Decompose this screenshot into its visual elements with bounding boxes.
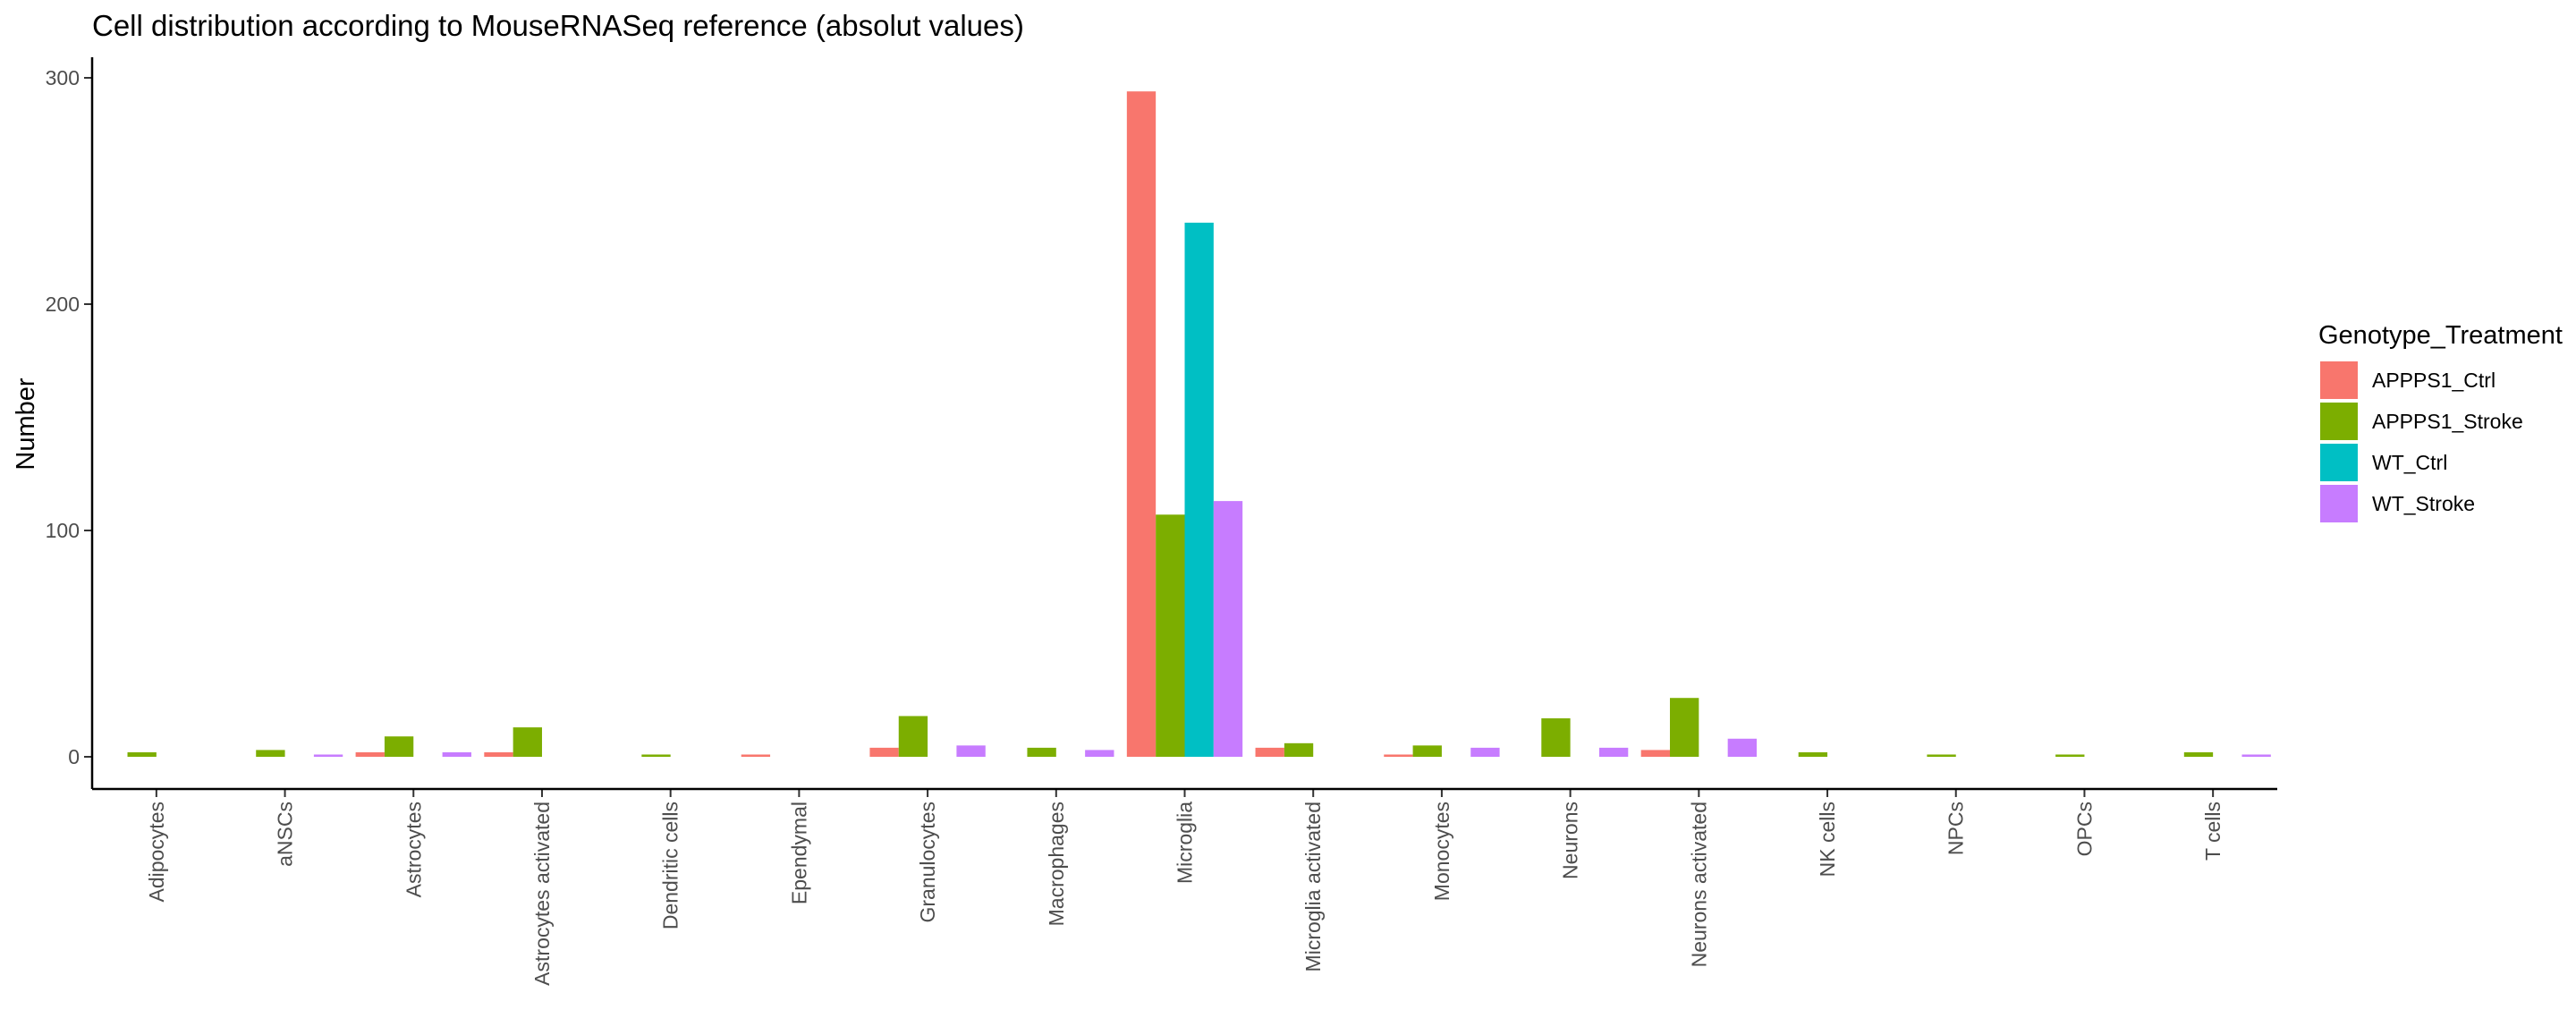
x-tick-label: Microglia xyxy=(1174,802,1197,884)
bar-appps1-stroke-neurons xyxy=(1541,717,1571,757)
bars-layer xyxy=(127,91,2271,758)
y-tick-label: 300 xyxy=(46,66,80,89)
bar-wt-stroke-neurons xyxy=(1598,747,1629,757)
x-tick-label: Dendritic cells xyxy=(659,802,682,929)
legend-label: WT_Ctrl xyxy=(2372,451,2447,474)
x-tick-label: Granulocytes xyxy=(916,802,939,923)
y-tick-label: 0 xyxy=(68,745,80,768)
legend: Genotype_Treatment APPPS1_Ctrl APPPS1_Str… xyxy=(2318,321,2563,522)
bar-appps1-stroke-granulocytes xyxy=(898,716,928,757)
y-axis: 0 100 200 300 xyxy=(46,66,92,768)
bar-appps1-stroke-dendritic-cells xyxy=(641,754,671,757)
bar-appps1-stroke-npcs xyxy=(1927,754,1956,757)
bar-wt-stroke-anscs xyxy=(313,754,343,757)
bar-appps1-stroke-macrophages xyxy=(1027,747,1056,757)
x-tick-label: OPCs xyxy=(2072,802,2096,856)
bar-appps1-stroke-astrocytes-activated xyxy=(513,727,542,757)
bar-appps1-ctrl-microglia xyxy=(1126,91,1157,758)
legend-key-appps1-ctrl xyxy=(2320,361,2358,399)
legend-label: APPPS1_Ctrl xyxy=(2372,369,2496,392)
bar-appps1-stroke-anscs xyxy=(256,750,285,757)
bar-wt-stroke-t-cells xyxy=(2241,754,2271,757)
bar-appps1-ctrl-microglia-activated xyxy=(1255,747,1284,757)
bar-appps1-stroke-astrocytes xyxy=(384,736,414,757)
x-tick-label: T cells xyxy=(2201,802,2224,861)
bar-wt-stroke-monocytes xyxy=(1470,747,1500,757)
legend-key-wt-stroke xyxy=(2320,485,2358,522)
bar-wt-stroke-astrocytes xyxy=(442,751,471,757)
bar-appps1-ctrl-astrocytes xyxy=(355,751,385,757)
legend-label: APPPS1_Stroke xyxy=(2372,410,2523,433)
legend-key-appps1-stroke xyxy=(2320,403,2358,440)
x-tick-label: Astrocytes activated xyxy=(530,802,554,986)
bar-appps1-ctrl-granulocytes xyxy=(869,747,899,757)
x-axis: Adipocytes aNSCs Astrocytes Astrocytes acti… xyxy=(145,789,2224,986)
bar-appps1-ctrl-neurons-activated xyxy=(1640,750,1670,757)
bar-appps1-stroke-microglia xyxy=(1156,514,1185,757)
bar-appps1-stroke-adipocytes xyxy=(127,751,157,757)
bar-appps1-stroke-microglia-activated xyxy=(1284,742,1314,757)
bar-appps1-stroke-neurons-activated xyxy=(1669,698,1699,757)
chart-title: Cell distribution according to MouseRNAS… xyxy=(92,9,1024,42)
bar-appps1-stroke-monocytes xyxy=(1412,745,1442,757)
bar-wt-stroke-neurons-activated xyxy=(1727,738,1757,757)
bar-appps1-ctrl-astrocytes-activated xyxy=(484,751,513,757)
x-tick-label: Adipocytes xyxy=(145,802,168,903)
bar-appps1-stroke-opcs xyxy=(2055,754,2085,757)
y-tick-label: 100 xyxy=(46,519,80,542)
bar-appps1-stroke-nk-cells xyxy=(1798,751,1828,757)
x-tick-label: Monocytes xyxy=(1430,802,1453,901)
x-tick-label: Astrocytes xyxy=(402,802,425,897)
bar-appps1-stroke-t-cells xyxy=(2183,751,2214,757)
bar-wt-stroke-granulocytes xyxy=(956,745,986,757)
bar-appps1-ctrl-ependymal xyxy=(741,754,771,757)
x-tick-label: Microglia activated xyxy=(1301,802,1325,971)
x-tick-label: aNSCs xyxy=(274,802,297,867)
x-tick-label: Ependymal xyxy=(787,802,810,904)
bar-wt-stroke-macrophages xyxy=(1085,750,1114,757)
legend-title: Genotype_Treatment xyxy=(2318,321,2563,350)
bar-appps1-ctrl-monocytes xyxy=(1384,754,1413,757)
y-axis-title: Number xyxy=(12,378,40,470)
bar-wt-stroke-microglia xyxy=(1213,501,1243,757)
x-tick-label: NK cells xyxy=(1816,802,1839,877)
legend-label: WT_Stroke xyxy=(2372,492,2475,515)
legend-key-wt-ctrl xyxy=(2320,444,2358,481)
x-tick-label: NPCs xyxy=(1945,802,1968,855)
x-tick-label: Neurons xyxy=(1559,802,1582,879)
bar-wt-ctrl-microglia xyxy=(1184,222,1214,758)
x-tick-label: Neurons activated xyxy=(1687,802,1710,967)
x-tick-label: Macrophages xyxy=(1045,802,1068,926)
y-tick-label: 200 xyxy=(46,293,80,316)
